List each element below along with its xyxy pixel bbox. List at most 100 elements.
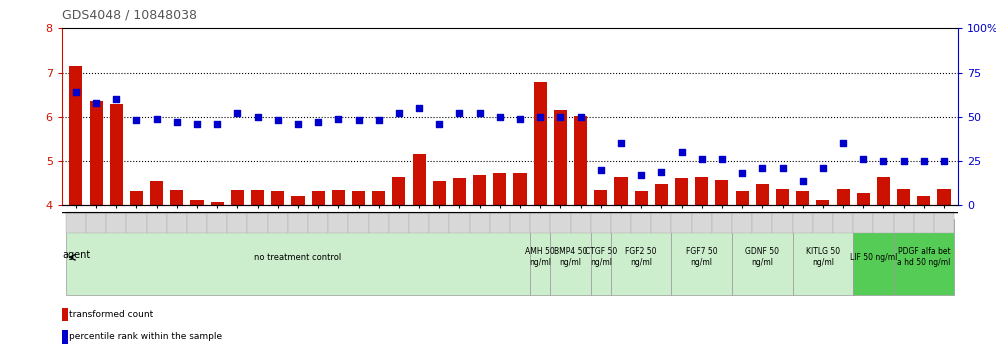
Bar bbox=[150, 181, 163, 205]
Bar bbox=[308, 212, 329, 233]
Bar bbox=[534, 82, 547, 205]
Bar bbox=[373, 191, 385, 205]
Bar bbox=[329, 212, 349, 233]
Text: PDGF alfa bet
a hd 50 ng/ml: PDGF alfa bet a hd 50 ng/ml bbox=[897, 247, 950, 267]
Bar bbox=[551, 219, 591, 295]
Bar bbox=[292, 195, 305, 205]
Bar bbox=[110, 104, 123, 205]
Point bbox=[512, 116, 528, 121]
Text: AMH 50
ng/ml: AMH 50 ng/ml bbox=[525, 247, 555, 267]
Bar bbox=[615, 177, 627, 205]
Point bbox=[815, 165, 831, 171]
Bar bbox=[349, 212, 369, 233]
Point bbox=[411, 105, 427, 111]
Bar bbox=[793, 212, 813, 233]
Bar bbox=[129, 191, 143, 205]
Bar bbox=[412, 154, 425, 205]
Bar bbox=[756, 184, 769, 205]
Bar bbox=[671, 219, 732, 295]
Point bbox=[754, 165, 770, 171]
Bar bbox=[732, 212, 752, 233]
Point bbox=[250, 114, 266, 120]
Point bbox=[472, 110, 488, 116]
Point bbox=[391, 110, 407, 116]
Point bbox=[492, 114, 508, 120]
Point bbox=[229, 110, 245, 116]
Bar bbox=[530, 219, 551, 295]
Bar bbox=[736, 191, 749, 205]
Bar bbox=[675, 178, 688, 205]
Point bbox=[573, 114, 589, 120]
Bar bbox=[934, 212, 954, 233]
Bar bbox=[715, 180, 728, 205]
Text: FGF2 50
ng/ml: FGF2 50 ng/ml bbox=[625, 247, 657, 267]
Bar bbox=[493, 173, 506, 205]
Text: transformed count: transformed count bbox=[69, 310, 153, 319]
Bar bbox=[857, 193, 870, 205]
Point bbox=[331, 116, 347, 121]
Bar bbox=[352, 191, 366, 205]
Text: GDS4048 / 10848038: GDS4048 / 10848038 bbox=[62, 9, 197, 22]
Bar bbox=[432, 181, 446, 205]
Bar bbox=[773, 212, 793, 233]
Bar bbox=[271, 191, 284, 205]
Bar bbox=[312, 191, 325, 205]
Bar bbox=[90, 101, 103, 205]
Bar bbox=[70, 66, 83, 205]
Bar bbox=[268, 212, 288, 233]
Bar bbox=[62, 308, 68, 321]
Bar bbox=[591, 212, 611, 233]
Bar bbox=[207, 212, 227, 233]
Text: LIF 50 ng/ml: LIF 50 ng/ml bbox=[850, 253, 897, 262]
Bar bbox=[62, 330, 68, 343]
Bar bbox=[449, 212, 469, 233]
Bar bbox=[190, 200, 203, 205]
Bar bbox=[187, 212, 207, 233]
Bar bbox=[551, 212, 571, 233]
Bar bbox=[388, 212, 409, 233]
Bar bbox=[126, 212, 146, 233]
Point bbox=[875, 158, 891, 164]
Bar bbox=[429, 212, 449, 233]
Bar bbox=[813, 212, 833, 233]
Bar bbox=[369, 212, 388, 233]
Text: BMP4 50
ng/ml: BMP4 50 ng/ml bbox=[554, 247, 588, 267]
Bar bbox=[288, 212, 308, 233]
Bar bbox=[671, 212, 691, 233]
Bar bbox=[796, 191, 810, 205]
Point bbox=[371, 118, 386, 123]
Point bbox=[734, 171, 750, 176]
Point bbox=[451, 110, 467, 116]
Text: FGF7 50
ng/ml: FGF7 50 ng/ml bbox=[686, 247, 717, 267]
Bar bbox=[817, 200, 830, 205]
Bar bbox=[917, 195, 930, 205]
Bar bbox=[732, 219, 793, 295]
Point bbox=[148, 116, 164, 121]
Bar bbox=[776, 188, 789, 205]
Bar bbox=[873, 212, 893, 233]
Bar bbox=[66, 219, 530, 295]
Bar bbox=[530, 212, 551, 233]
Text: percentile rank within the sample: percentile rank within the sample bbox=[69, 332, 222, 341]
Point bbox=[88, 100, 104, 105]
Point bbox=[209, 121, 225, 127]
Bar bbox=[833, 212, 854, 233]
Point bbox=[270, 118, 286, 123]
Bar bbox=[591, 219, 611, 295]
Text: no treatment control: no treatment control bbox=[254, 253, 342, 262]
Bar bbox=[752, 212, 773, 233]
Point bbox=[128, 118, 144, 123]
Point bbox=[169, 119, 185, 125]
Bar bbox=[210, 202, 224, 205]
Bar bbox=[793, 219, 854, 295]
Bar bbox=[166, 212, 187, 233]
Bar bbox=[227, 212, 247, 233]
Point bbox=[856, 156, 872, 162]
Bar bbox=[712, 212, 732, 233]
Point bbox=[431, 121, 447, 127]
Bar bbox=[510, 212, 530, 233]
Point bbox=[68, 89, 84, 95]
Point bbox=[351, 118, 367, 123]
Bar bbox=[571, 212, 591, 233]
Bar bbox=[66, 212, 86, 233]
